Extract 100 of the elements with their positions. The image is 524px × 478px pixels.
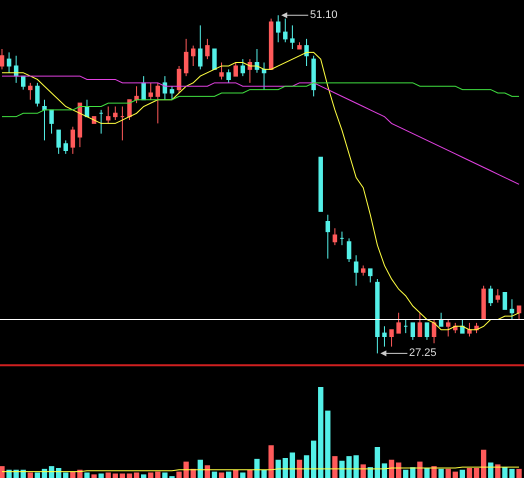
bar	[98, 473, 104, 478]
bar	[140, 474, 146, 478]
candlestick	[6, 52, 12, 74]
candlestick	[396, 312, 401, 334]
bar	[438, 468, 444, 478]
candlestick	[446, 319, 450, 337]
bar	[353, 455, 359, 478]
candlestick	[389, 329, 394, 348]
candlestick	[318, 156, 323, 212]
candlestick	[156, 82, 160, 124]
candlestick	[304, 38, 309, 66]
candlestick	[360, 264, 366, 276]
candlestick	[248, 58, 252, 84]
bar	[474, 468, 480, 478]
candlestick	[297, 42, 302, 50]
candlestick	[35, 82, 40, 108]
candlestick	[141, 76, 146, 100]
candlestick	[346, 238, 352, 263]
bar	[126, 473, 132, 478]
candlestick	[14, 55, 18, 84]
bar	[34, 472, 40, 478]
candlestick	[340, 231, 344, 246]
candlestick	[78, 102, 82, 148]
candlestick	[120, 106, 125, 141]
candlestick	[276, 14, 280, 43]
bar	[218, 472, 224, 478]
candlestick	[418, 312, 422, 337]
bar	[240, 472, 246, 478]
bar	[339, 460, 345, 478]
candlestick	[162, 76, 168, 100]
bar	[134, 472, 140, 478]
candlestick	[198, 24, 203, 70]
candlestick	[170, 86, 174, 100]
candlestick	[205, 38, 210, 60]
candlestick	[496, 288, 500, 304]
candlestick	[516, 306, 522, 320]
bar	[332, 456, 338, 478]
candlestick	[106, 106, 110, 124]
bar	[360, 464, 366, 478]
bar	[488, 462, 494, 478]
candlestick	[176, 65, 182, 94]
bar	[495, 464, 500, 478]
candlestick	[326, 214, 330, 260]
candlestick	[134, 86, 139, 104]
bar	[268, 445, 274, 478]
bar	[204, 465, 210, 478]
candlestick	[268, 18, 274, 70]
candlestick	[502, 292, 508, 310]
annotation: 51.10	[310, 9, 338, 21]
candlestick	[219, 62, 224, 80]
candlestick	[56, 130, 61, 154]
annotation: 27.25	[409, 347, 437, 359]
bar	[396, 462, 402, 478]
candlestick	[148, 82, 153, 100]
bar	[509, 468, 515, 478]
candlestick	[49, 109, 54, 134]
candlestick	[438, 312, 444, 327]
candlestick	[0, 48, 4, 70]
candlestick	[481, 285, 486, 320]
bar	[247, 470, 253, 478]
candlestick	[382, 326, 387, 348]
candlestick	[42, 99, 47, 141]
candlestick	[63, 140, 68, 154]
bar	[84, 472, 90, 478]
candlestick	[488, 285, 493, 307]
candlestick	[233, 62, 238, 77]
bar	[0, 466, 5, 478]
candlestick	[184, 38, 188, 77]
candlestick	[290, 24, 295, 50]
bar	[516, 468, 522, 478]
bar	[91, 474, 97, 478]
candlestick	[113, 106, 118, 121]
bar	[304, 455, 310, 478]
bar	[162, 472, 168, 478]
bar	[460, 470, 466, 478]
candlestick	[410, 322, 416, 340]
candlestick	[190, 45, 196, 66]
candlestick	[262, 62, 266, 90]
bar	[28, 472, 33, 478]
bar	[233, 470, 238, 478]
candlestick	[98, 109, 104, 134]
candlestick	[283, 18, 288, 43]
candlestick	[467, 322, 472, 337]
candlestick	[226, 68, 231, 84]
candlestick	[424, 322, 430, 340]
candlestick	[240, 58, 246, 77]
candlestick	[354, 254, 358, 286]
bar	[502, 467, 508, 478]
bar	[480, 450, 486, 478]
bar	[212, 472, 218, 478]
candlestick	[311, 55, 316, 97]
candlestick	[368, 268, 373, 283]
candlestick	[70, 126, 76, 154]
bar	[346, 456, 352, 478]
candlestick	[332, 228, 338, 246]
candlestick	[212, 48, 217, 70]
bar	[417, 462, 423, 478]
candlestick	[254, 48, 260, 74]
bar	[176, 472, 182, 478]
candlestick	[403, 319, 408, 334]
